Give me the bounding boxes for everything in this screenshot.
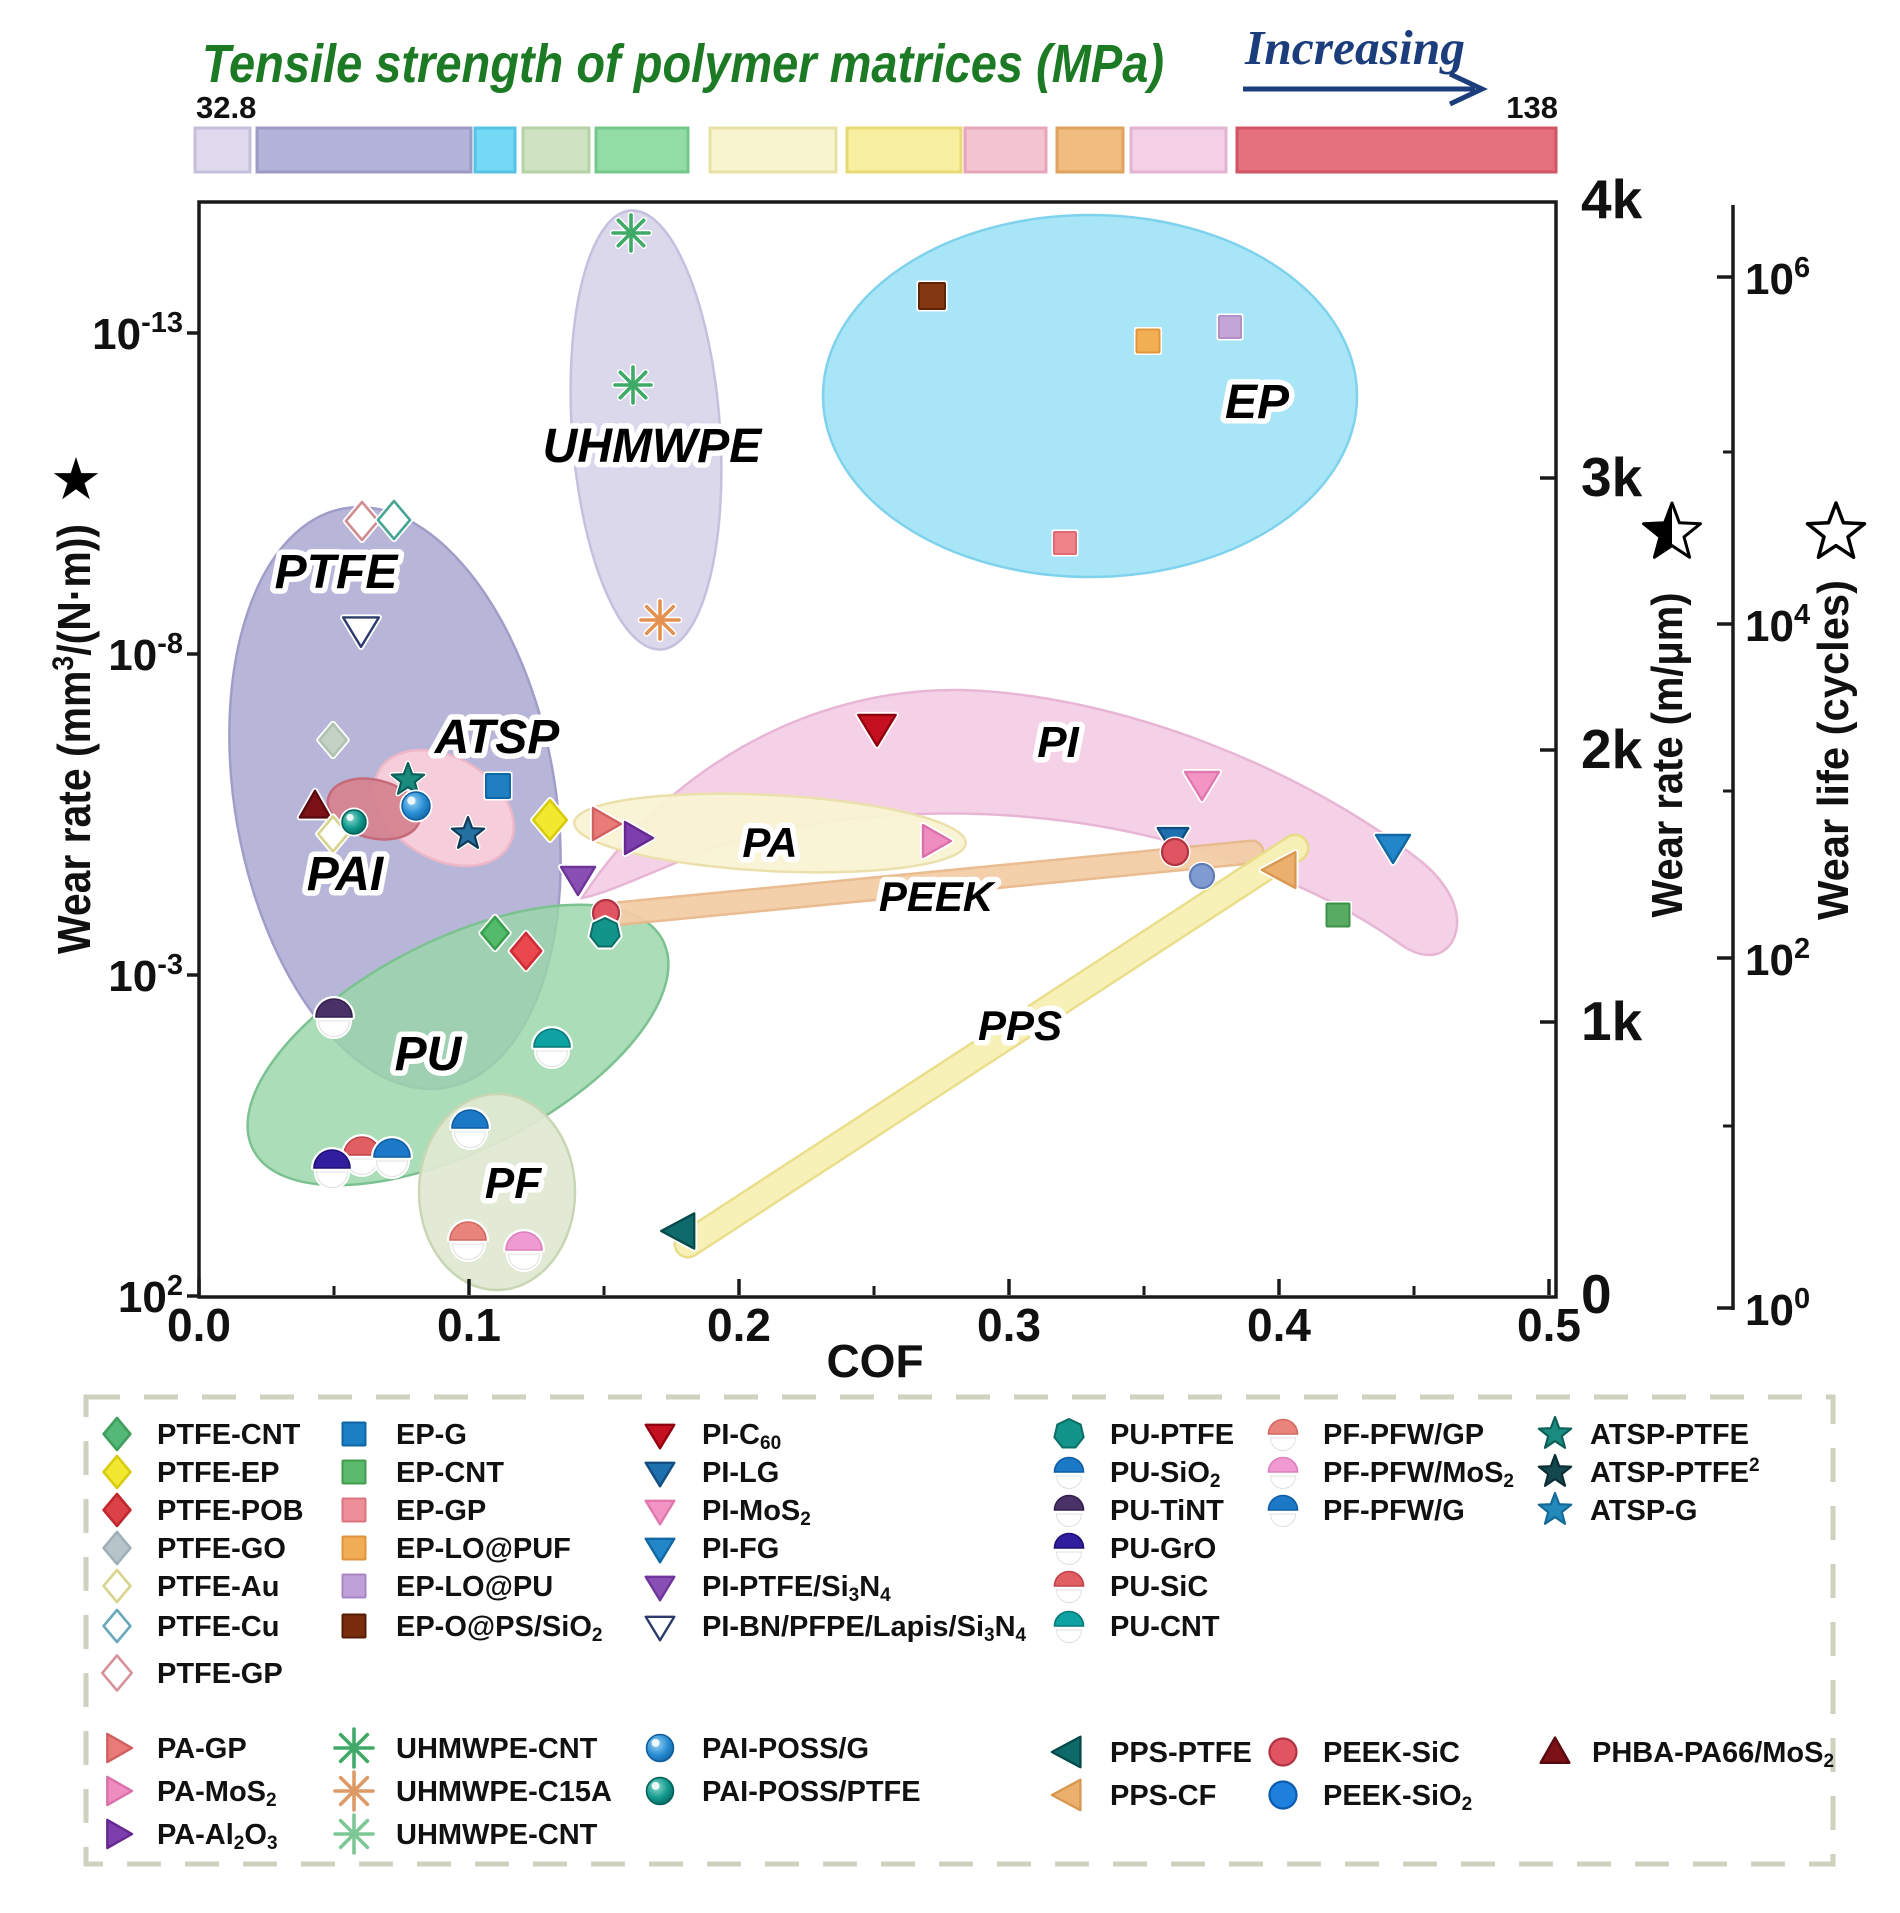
svg-text:UHMWPE-CNT: UHMWPE-CNT	[396, 1733, 598, 1765]
svg-text:UHMWPE-CNT: UHMWPE-CNT	[396, 1819, 598, 1851]
svg-text:EP: EP	[1225, 376, 1290, 429]
svg-text:PF-PFW/MoS2​: PF-PFW/MoS2​	[1323, 1457, 1514, 1492]
svg-text:PI: PI	[1037, 718, 1079, 767]
svg-text:EP-GP: EP-GP	[396, 1495, 486, 1527]
svg-text:1k: 1k	[1581, 990, 1643, 1052]
svg-text:3k: 3k	[1581, 446, 1643, 508]
svg-text:10-13​: 10-13​	[92, 307, 183, 359]
svg-text:PI-PTFE/Si3​N4​: PI-PTFE/Si3​N4​	[702, 1571, 891, 1606]
svg-text:UHMWPE-C15A: UHMWPE-C15A	[396, 1776, 612, 1808]
svg-text:COF: COF	[826, 1335, 923, 1387]
svg-text:★: ★	[50, 447, 102, 512]
svg-text:2k: 2k	[1581, 718, 1643, 780]
svg-text:PI-MoS2​: PI-MoS2​	[702, 1495, 811, 1530]
svg-text:PTFE-GP: PTFE-GP	[157, 1658, 283, 1690]
svg-text:Wear rate (mm3​/(N·m)): Wear rate (mm3​/(N·m))	[47, 524, 100, 954]
svg-text:PF: PF	[485, 1159, 542, 1208]
svg-text:PTFE: PTFE	[275, 546, 400, 599]
svg-text:PAI: PAI	[307, 848, 385, 901]
svg-text:PU-CNT: PU-CNT	[1110, 1611, 1220, 1643]
svg-text:ATSP-PTFE2​: ATSP-PTFE2​	[1590, 1455, 1760, 1489]
svg-text:Wear life (cycles): Wear life (cycles)	[1809, 580, 1858, 920]
svg-text:PPS: PPS	[978, 1002, 1062, 1049]
svg-text:PF-PFW/G: PF-PFW/G	[1323, 1495, 1465, 1527]
svg-text:10-3​: 10-3​	[108, 949, 183, 1001]
svg-text:PEEK-SiO2​: PEEK-SiO2​	[1323, 1780, 1472, 1815]
svg-text:PAI: PAI	[307, 848, 385, 901]
svg-text:EP: EP	[1225, 376, 1290, 429]
svg-text:UHMWPE: UHMWPE	[543, 420, 764, 473]
svg-text:PF-PFW/GP: PF-PFW/GP	[1323, 1419, 1484, 1451]
svg-text:PI-LG: PI-LG	[702, 1457, 779, 1489]
svg-text:PU-GrO: PU-GrO	[1110, 1533, 1216, 1565]
svg-text:PU-PTFE: PU-PTFE	[1110, 1419, 1234, 1451]
svg-text:PTFE-Au: PTFE-Au	[157, 1571, 279, 1603]
svg-text:Wear rate (m/μm): Wear rate (m/μm)	[1643, 593, 1692, 918]
svg-text:PPS-CF: PPS-CF	[1110, 1780, 1216, 1812]
svg-text:PA: PA	[742, 819, 797, 866]
svg-text:ATSP-PTFE: ATSP-PTFE	[1590, 1419, 1749, 1451]
svg-text:PTFE-EP: PTFE-EP	[157, 1457, 279, 1489]
svg-text:EP-LO@PUF: EP-LO@PUF	[396, 1533, 571, 1565]
svg-text:PF: PF	[485, 1159, 542, 1208]
svg-text:104​: 104​	[1745, 599, 1810, 651]
svg-text:32.8: 32.8	[196, 90, 256, 125]
svg-text:0.0: 0.0	[167, 1299, 231, 1351]
svg-text:PHBA-PA66/MoS2​: PHBA-PA66/MoS2​	[1592, 1737, 1834, 1772]
svg-text:0.1: 0.1	[437, 1299, 501, 1351]
svg-text:PU-SiC: PU-SiC	[1110, 1571, 1208, 1603]
svg-text:PPS-PTFE: PPS-PTFE	[1110, 1737, 1252, 1769]
svg-text:PTFE-GO: PTFE-GO	[157, 1533, 286, 1565]
svg-text:UHMWPE: UHMWPE	[543, 420, 764, 473]
svg-text:PTFE-POB: PTFE-POB	[157, 1495, 304, 1527]
svg-text:Tensile strength of polymer ma: Tensile strength of polymer matrices (MP…	[202, 34, 1164, 94]
svg-text:PTFE-Cu: PTFE-Cu	[157, 1611, 279, 1643]
svg-text:0.4: 0.4	[1247, 1299, 1311, 1351]
svg-text:PTFE-CNT: PTFE-CNT	[157, 1419, 301, 1451]
svg-text:PAI-POSS/G: PAI-POSS/G	[702, 1733, 869, 1765]
svg-text:ATSP: ATSP	[434, 711, 560, 764]
svg-text:PI-BN/PFPE/Lapis/Si3​N4​: PI-BN/PFPE/Lapis/Si3​N4​	[702, 1611, 1027, 1646]
svg-text:4k: 4k	[1581, 168, 1643, 230]
svg-text:0.3: 0.3	[977, 1299, 1041, 1351]
svg-text:EP-G: EP-G	[396, 1419, 467, 1451]
svg-text:ATSP: ATSP	[434, 711, 560, 764]
svg-text:PA: PA	[742, 819, 797, 866]
svg-text:PEEK: PEEK	[879, 873, 996, 920]
svg-text:EP-CNT: EP-CNT	[396, 1457, 504, 1489]
svg-text:PPS: PPS	[978, 1002, 1062, 1049]
svg-text:PEEK-SiC: PEEK-SiC	[1323, 1737, 1460, 1769]
svg-text:ATSP-G: ATSP-G	[1590, 1495, 1697, 1527]
svg-text:EP-O@PS/SiO2​: EP-O@PS/SiO2​	[396, 1611, 602, 1646]
svg-text:PI: PI	[1037, 718, 1079, 767]
svg-text:PA-GP: PA-GP	[157, 1733, 247, 1765]
svg-text:PA-Al2​O3​: PA-Al2​O3​	[157, 1819, 278, 1854]
svg-text:PA-MoS2​: PA-MoS2​	[157, 1776, 277, 1811]
svg-text:PU-TiNT: PU-TiNT	[1110, 1495, 1224, 1527]
svg-text:PU-SiO2​: PU-SiO2​	[1110, 1457, 1220, 1492]
svg-text:0.5: 0.5	[1517, 1299, 1581, 1351]
svg-text:PI-FG: PI-FG	[702, 1533, 779, 1565]
svg-text:PU: PU	[395, 1028, 463, 1081]
svg-text:0: 0	[1581, 1263, 1612, 1325]
svg-text:PTFE: PTFE	[275, 546, 400, 599]
svg-text:EP-LO@PU: EP-LO@PU	[396, 1571, 553, 1603]
svg-text:138: 138	[1506, 90, 1558, 125]
svg-text:PAI-POSS/PTFE: PAI-POSS/PTFE	[702, 1776, 921, 1808]
svg-text:PU: PU	[395, 1028, 463, 1081]
svg-text:PEEK: PEEK	[879, 873, 996, 920]
svg-text:0.2: 0.2	[707, 1299, 771, 1351]
svg-text:Increasing: Increasing	[1244, 20, 1465, 75]
